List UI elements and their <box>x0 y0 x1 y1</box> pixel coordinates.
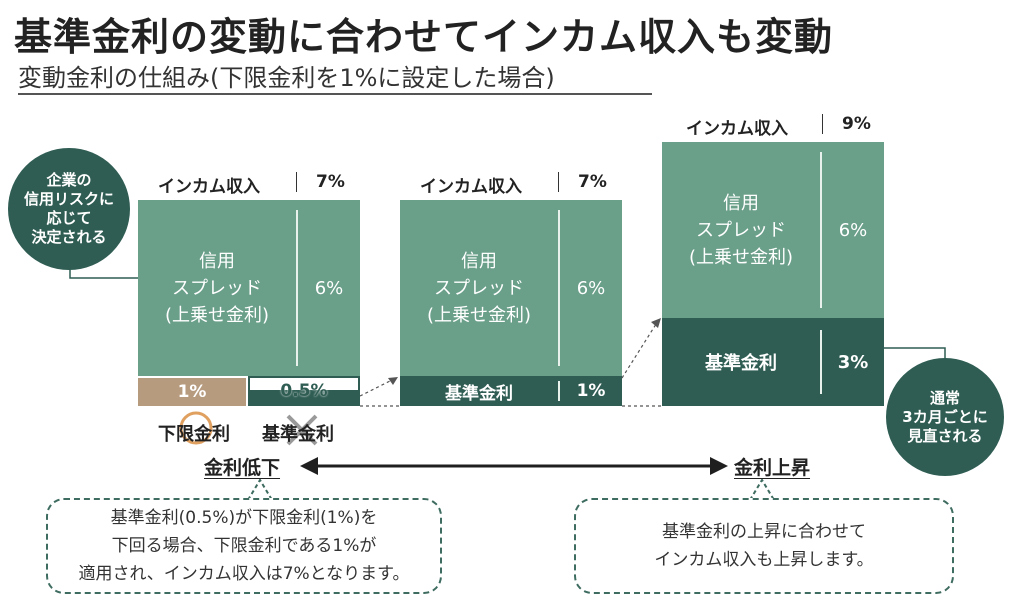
bar3-income-value: 9% <box>842 114 871 134</box>
not-applied-cross-icon <box>286 414 318 446</box>
applied-circle-icon <box>179 411 213 445</box>
bar3-spread-value: 6% <box>838 219 868 241</box>
bar3-header-separator <box>822 114 823 134</box>
bar3-divider <box>820 152 822 308</box>
subtitle-underline <box>18 93 652 95</box>
bar1-divider <box>296 210 298 366</box>
bar1-spread-block: 信用 スプレッド (上乗せ金利) 6% <box>138 200 360 376</box>
bar1-spread-label: 信用 スプレッド (上乗せ金利) <box>164 250 270 326</box>
bar2-income-label: インカム収入 <box>420 177 522 197</box>
callout-credit-risk: 企業の 信用リスクに 応じて 決定される <box>8 148 130 270</box>
bar2-base-block: 基準金利 1% <box>400 376 622 406</box>
bar1-base-value: 0.5% <box>280 381 328 401</box>
note-rate-decrease: 基準金利(0.5%)が下限金利(1%)を 下回る場合、下限金利である1%が 適用… <box>46 498 442 594</box>
base-rate-label: 基準金利 <box>262 424 334 445</box>
callout-quarterly-review: 通常 3カ月ごとに 見直される <box>886 358 1004 476</box>
bar1-base-fill <box>250 390 358 404</box>
bar2-divider <box>558 210 560 366</box>
bar1-income-value: 7% <box>316 172 345 192</box>
floor-rate-label: 下限金利 <box>158 424 230 445</box>
rate-increase-label: 金利上昇 <box>734 457 811 479</box>
bar3-spread-block: 信用 スプレッド (上乗せ金利) 6% <box>662 142 884 318</box>
bar2-spread-block: 信用 スプレッド (上乗せ金利) 6% <box>400 200 622 376</box>
bar2-header-separator <box>558 172 559 192</box>
bar1-spread-value: 6% <box>314 277 344 299</box>
page-subtitle: 変動金利の仕組み(下限金利を1%に設定した場合) <box>18 64 555 92</box>
bar1-income-label: インカム収入 <box>158 177 260 197</box>
bar3-base-divider <box>820 330 822 394</box>
bar1-header-separator <box>296 172 297 192</box>
bar3-base-block: 基準金利 3% <box>662 318 884 406</box>
bar3-base-label: 基準金利 <box>705 353 777 374</box>
page-title: 基準金利の変動に合わせてインカム収入も変動 <box>14 15 834 59</box>
bar2-spread-label: 信用 スプレッド (上乗せ金利) <box>426 250 532 326</box>
bar1-floor-block: 1% <box>138 378 246 406</box>
bar2-spread-value: 6% <box>576 277 606 299</box>
bar3-base-value: 3% <box>837 351 869 373</box>
bar1-base-block: 0.5% <box>248 376 360 406</box>
bar2-base-label: 基準金利 <box>445 383 513 404</box>
note-rate-increase: 基準金利の上昇に合わせて インカム収入も上昇します。 <box>574 498 954 594</box>
bar2-base-divider <box>558 381 560 401</box>
bar2-income-value: 7% <box>578 172 607 192</box>
bar3-income-label: インカム収入 <box>686 119 788 139</box>
bar3-spread-label: 信用 スプレッド (上乗せ金利) <box>688 192 794 268</box>
bar2-base-value: 1% <box>576 381 606 401</box>
rate-decrease-label: 金利低下 <box>204 457 281 479</box>
